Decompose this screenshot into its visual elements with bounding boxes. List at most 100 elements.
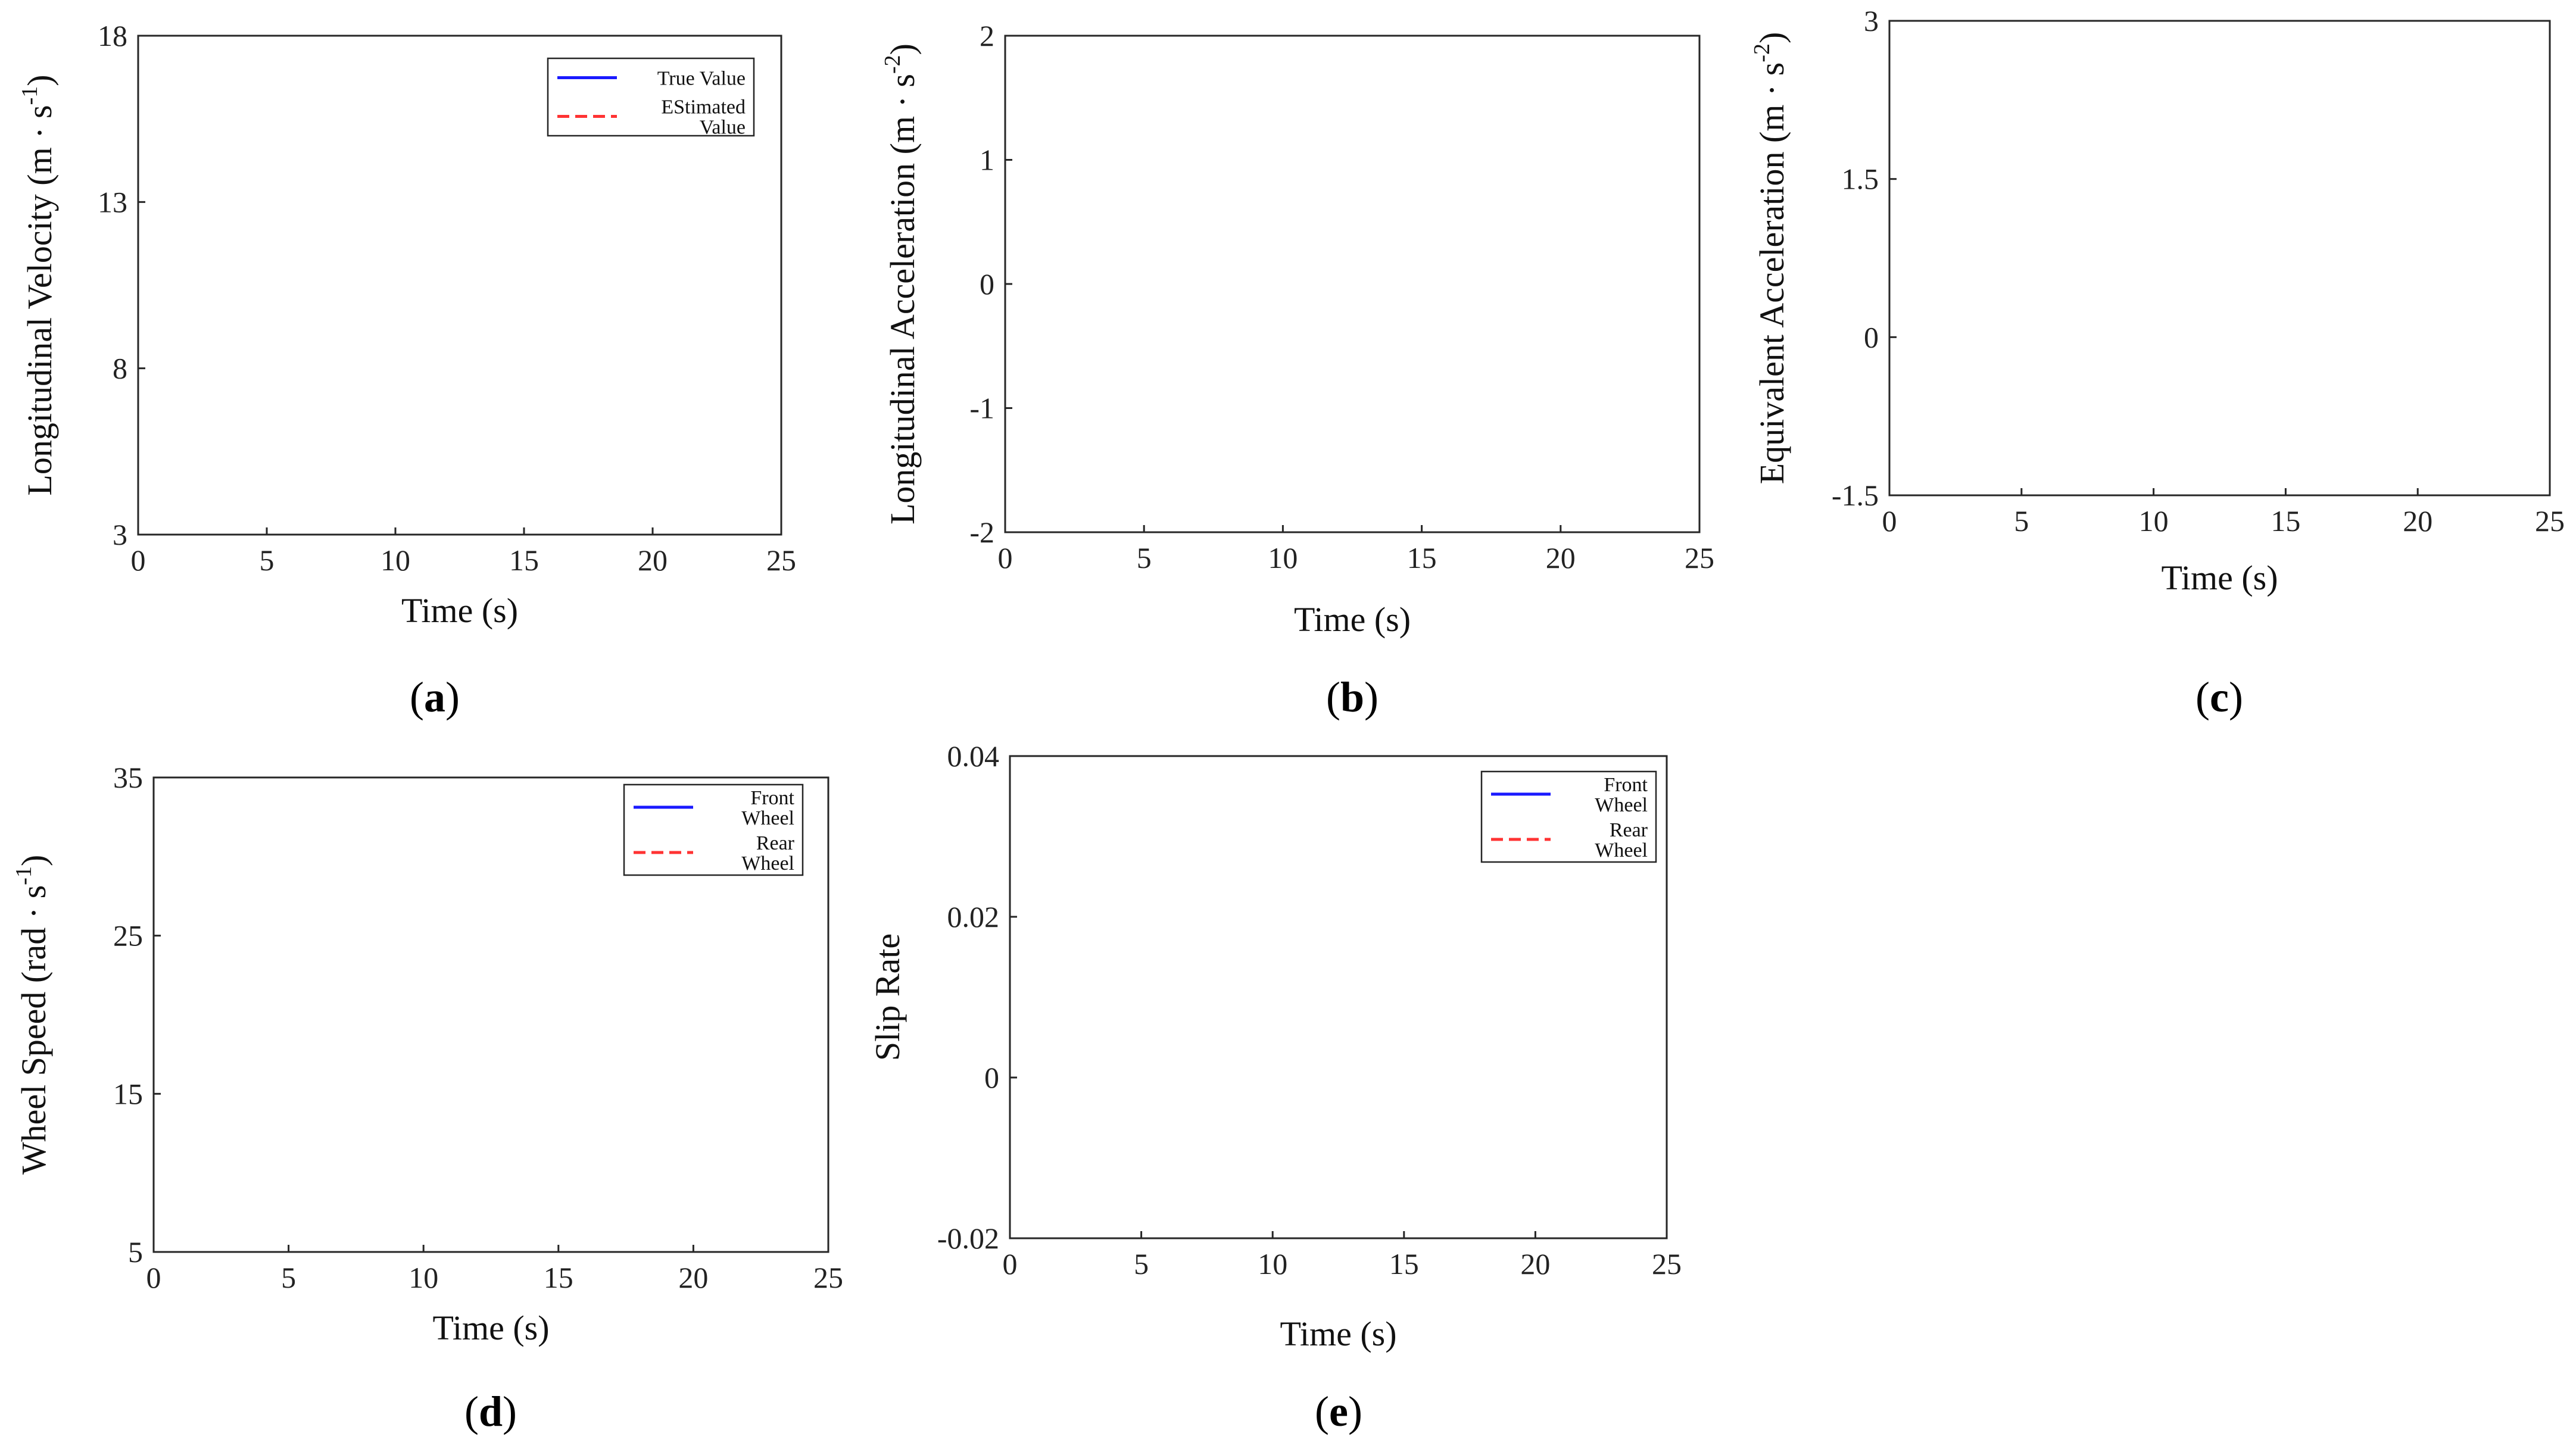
legend-entry-label: Rear [1610,819,1648,841]
legend-entry-label: Wheel [1595,794,1648,816]
y-axis-label-text: Wheel Speed (rad · s [14,885,53,1175]
y-tick-label: -1.5 [1832,479,1879,512]
panel-label-close: ) [1364,673,1379,721]
y-tick-label: 15 [113,1077,143,1110]
x-tick-label: 5 [260,544,275,577]
x-tick-label: 5 [1137,541,1152,574]
y-tick-label: 35 [113,761,143,794]
y-tick-label: 25 [113,919,143,953]
panel-label: (e) [1315,1388,1362,1435]
x-tick-label: 15 [509,544,539,577]
y-tick-label: 1.5 [1842,163,1879,196]
y-tick-label: -1 [969,392,994,425]
y-axis-label-text: Slip Rate [868,933,907,1061]
axes-frame [1004,35,1701,533]
y-tick-label: -0.02 [937,1222,999,1255]
legend-box [623,783,804,876]
legend-entry-label: EStimated [661,96,746,118]
y-tick-label: 0.04 [947,739,1000,773]
panel-label: (b) [1326,673,1379,721]
axes-frame [1888,20,2551,496]
y-axis-label-exponent: -2 [1749,43,1774,63]
panel-label-close: ) [2229,673,2243,721]
legend-entry-label: Wheel [1595,839,1648,861]
x-tick-label: 10 [2139,504,2169,538]
panel-label-letter: d [479,1388,503,1435]
panel-label: (c) [2195,673,2243,721]
panel-label: (d) [464,1388,517,1435]
y-tick-label: 0 [980,267,994,301]
y-axis-label-text: Longitudinal Acceleration (m · s [883,74,922,524]
x-axis-label: Time (s) [2161,558,2278,597]
panel-label-letter: a [424,673,445,721]
x-tick-label: 0 [998,541,1013,574]
y-axis-label-exponent: -1 [17,86,42,105]
x-tick-label: 25 [2535,504,2565,538]
legend-entry-label: Wheel [741,852,794,875]
x-tick-label: 20 [678,1261,708,1294]
panel-label-close: ) [503,1388,517,1435]
y-tick-label: 3 [1864,4,1879,38]
panel-label-open: ( [1326,673,1340,721]
panel-label-open: ( [410,673,424,721]
x-tick-label: 15 [1389,1247,1419,1281]
x-tick-label: 25 [813,1261,843,1294]
y-axis-label-exponent: -2 [880,55,905,74]
panel-label-close: ) [445,673,460,721]
x-tick-label: 0 [1882,504,1897,538]
legend-entry-label: Wheel [741,807,794,829]
x-axis-label: Time (s) [432,1309,549,1347]
x-tick-label: 10 [381,544,410,577]
y-tick-label: 0 [1864,320,1879,354]
x-tick-label: 20 [1546,541,1576,574]
y-tick-label: 1 [980,143,994,177]
y-axis-label-close: ) [20,74,59,86]
panel-b: 0 5 10 15 20 25 -2 -1 0 1 2 Time (s) Longitudinal Ac… [880,19,1714,721]
x-tick-label: 15 [544,1261,573,1294]
y-axis-label: Wheel Speed (rad · s-1) [11,855,53,1175]
y-tick-label: 13 [98,185,127,218]
panel-label-letter: c [2210,673,2229,721]
x-axis-label: Time (s) [401,591,518,630]
x-tick-label: 15 [1407,541,1437,574]
y-axis-label-text: Longitudinal Velocity (m · s [20,105,59,495]
y-tick-label: 2 [980,19,994,52]
y-axis-label-close: ) [14,855,53,866]
y-tick-label: -2 [969,516,994,549]
y-tick-label: 0.02 [947,900,1000,933]
x-axis-label: Time (s) [1294,600,1411,639]
y-axis-label-close: ) [1752,32,1791,43]
x-tick-label: 5 [281,1261,296,1294]
panel-label-letter: e [1329,1388,1348,1435]
panel-label: (a) [410,673,460,721]
y-axis-label: Longitudinal Acceleration (m · s-2) [880,43,922,524]
y-axis-label: Slip Rate [868,933,907,1061]
legend-entry-label: Front [750,787,794,809]
panel-label-letter: b [1340,673,1364,721]
x-tick-label: 20 [638,544,668,577]
x-axis-label: Time (s) [1280,1314,1396,1353]
x-tick-label: 5 [1134,1247,1149,1281]
x-tick-label: 5 [2014,504,2029,538]
x-tick-label: 20 [1520,1247,1550,1281]
y-tick-label: 0 [984,1061,999,1094]
legend-entry-label: Value [700,117,746,139]
panel-label-open: ( [1315,1388,1329,1435]
x-tick-label: 25 [766,544,796,577]
y-axis-label-text: Equivalent Acceleration (m · s [1752,63,1791,485]
x-tick-label: 25 [1652,1247,1682,1281]
y-tick-label: 5 [128,1235,143,1269]
legend-entry-label: Front [1604,774,1648,796]
y-tick-label: 3 [113,518,127,551]
x-tick-label: 25 [1685,541,1714,574]
x-tick-label: 10 [1268,541,1298,574]
y-tick-label: 8 [113,352,127,385]
y-tick-label: 18 [98,19,127,52]
